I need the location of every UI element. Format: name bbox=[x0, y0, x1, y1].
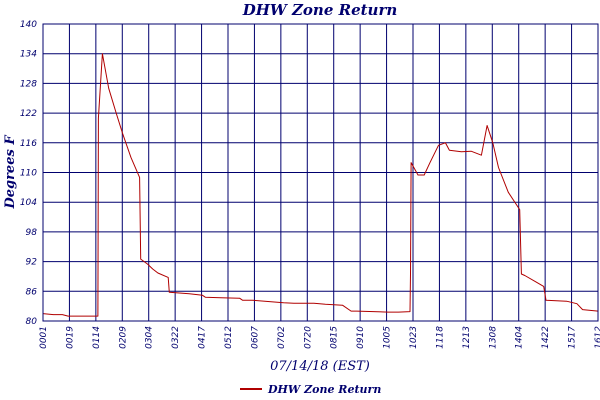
y-axis-label: Degrees F bbox=[3, 135, 18, 210]
x-tick-label: 1422 bbox=[541, 326, 551, 349]
x-tick-label: 0910 bbox=[356, 326, 366, 349]
x-axis-label: 07/14/18 (EST) bbox=[270, 359, 370, 374]
x-tick-label: 0322 bbox=[171, 326, 181, 349]
x-tick-label: 0209 bbox=[118, 326, 128, 349]
x-tick-label: 0417 bbox=[198, 326, 208, 349]
x-tick-label: 0720 bbox=[303, 326, 313, 349]
series-line bbox=[42, 53, 599, 317]
y-tick-label: 128 bbox=[20, 79, 37, 89]
x-tick-label: 1612 bbox=[594, 326, 600, 349]
x-tick-label: 0702 bbox=[277, 326, 287, 349]
y-tick-label: 134 bbox=[20, 50, 37, 60]
y-tick-label: 80 bbox=[26, 317, 38, 327]
y-tick-label: 86 bbox=[26, 287, 38, 297]
x-tick-label: 0019 bbox=[65, 326, 75, 349]
y-tick-label: 122 bbox=[20, 109, 37, 119]
series-layer bbox=[42, 53, 599, 317]
x-tick-label: 0815 bbox=[330, 326, 340, 349]
y-tick-label: 98 bbox=[26, 228, 38, 238]
y-tick-label: 116 bbox=[20, 139, 37, 149]
x-tick-label: 1005 bbox=[383, 326, 393, 349]
grid bbox=[42, 23, 599, 322]
x-tick-label: 1308 bbox=[488, 326, 498, 349]
x-tick-label: 1023 bbox=[409, 326, 419, 349]
x-axis-ticks: 0001 0019 0114 0209 0304 0322 0417 0512 0607 0702… bbox=[39, 326, 600, 349]
x-tick-label: 1213 bbox=[462, 326, 472, 349]
y-tick-label: 104 bbox=[20, 198, 37, 208]
legend: DHW Zone Return bbox=[240, 383, 381, 396]
y-tick-label: 110 bbox=[20, 169, 37, 179]
x-tick-label: 0304 bbox=[145, 326, 155, 349]
x-tick-label: 1404 bbox=[515, 326, 525, 349]
legend-label: DHW Zone Return bbox=[267, 383, 381, 396]
x-tick-label: 0114 bbox=[92, 326, 102, 349]
chart-title: DHW Zone Return bbox=[242, 1, 398, 19]
x-tick-label: 0512 bbox=[224, 326, 234, 349]
plot-frame bbox=[42, 23, 599, 322]
x-tick-label: 0001 bbox=[39, 326, 49, 349]
x-tick-label: 1517 bbox=[568, 326, 578, 349]
y-axis-ticks: 80 86 92 98 104 110 116 122 128 134 140 bbox=[20, 20, 37, 327]
x-tick-label: 0607 bbox=[250, 326, 260, 349]
x-tick-label: 1118 bbox=[435, 326, 445, 349]
y-tick-label: 140 bbox=[20, 20, 37, 30]
y-tick-label: 92 bbox=[26, 258, 38, 268]
